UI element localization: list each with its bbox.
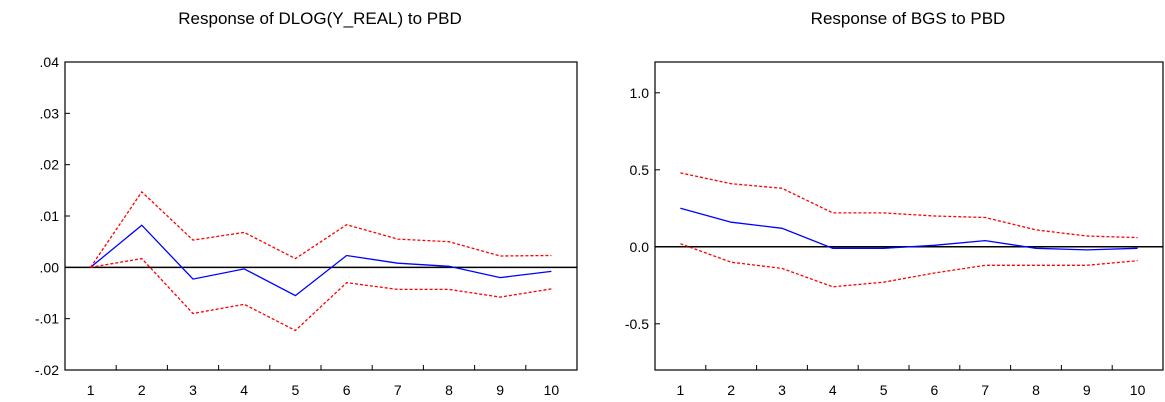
- x-tick-label: 7: [394, 382, 402, 398]
- series-line-lower-band: [680, 243, 1138, 288]
- y-tick-label: 0.0: [630, 239, 650, 255]
- series-line-upper-band: [680, 172, 1138, 239]
- x-tick-label: 2: [138, 382, 146, 398]
- x-tick-label: 6: [343, 382, 351, 398]
- x-tick-label: 3: [189, 382, 197, 398]
- y-tick-label: .01: [40, 208, 60, 224]
- x-tick-label: 9: [496, 382, 504, 398]
- x-tick-label: 8: [445, 382, 453, 398]
- x-tick-label: 3: [778, 382, 786, 398]
- series-line-lower-band: [90, 257, 552, 332]
- x-tick-label: 7: [981, 382, 989, 398]
- x-tick-label: 9: [1083, 382, 1091, 398]
- y-tick-label: 1.0: [630, 85, 650, 101]
- chart-left: Response of DLOG(Y_REAL) to PBD -.02 -.01…: [35, 9, 578, 398]
- plot-frame: [64, 61, 578, 371]
- y-tick-label: -0.5: [625, 316, 649, 332]
- x-tick-label: 8: [1032, 382, 1040, 398]
- y-tick-label: -.02: [35, 362, 59, 378]
- x-tick-label: 1: [677, 382, 685, 398]
- x-tick-label: 6: [931, 382, 939, 398]
- x-tick-label: 5: [880, 382, 888, 398]
- y-tick-label: .00: [40, 259, 60, 275]
- x-tick-label: 2: [727, 382, 735, 398]
- y-tick-label: 0.5: [630, 162, 650, 178]
- y-tick-label: .02: [40, 157, 60, 173]
- x-tick-label: 10: [544, 382, 560, 398]
- y-tick-label: .04: [40, 54, 60, 70]
- chart-title-right: Response of BGS to PBD: [811, 9, 1006, 28]
- chart-right: Response of BGS to PBD -0.5 0.0 0.5 1.0 1 2 3 4…: [625, 9, 1164, 398]
- y-tick-label: -.01: [35, 311, 59, 327]
- x-tick-label: 5: [292, 382, 300, 398]
- series-line-response: [90, 224, 552, 297]
- series-line-upper-band: [90, 190, 552, 268]
- y-tick-label: .03: [40, 105, 60, 121]
- chart-title-left: Response of DLOG(Y_REAL) to PBD: [178, 9, 461, 28]
- x-tick-label: 1: [87, 382, 95, 398]
- x-tick-label: 4: [240, 382, 248, 398]
- x-tick-label: 10: [1130, 382, 1146, 398]
- plot-frame: [654, 61, 1164, 371]
- series-line-response: [680, 207, 1138, 251]
- x-tick-label: 4: [829, 382, 837, 398]
